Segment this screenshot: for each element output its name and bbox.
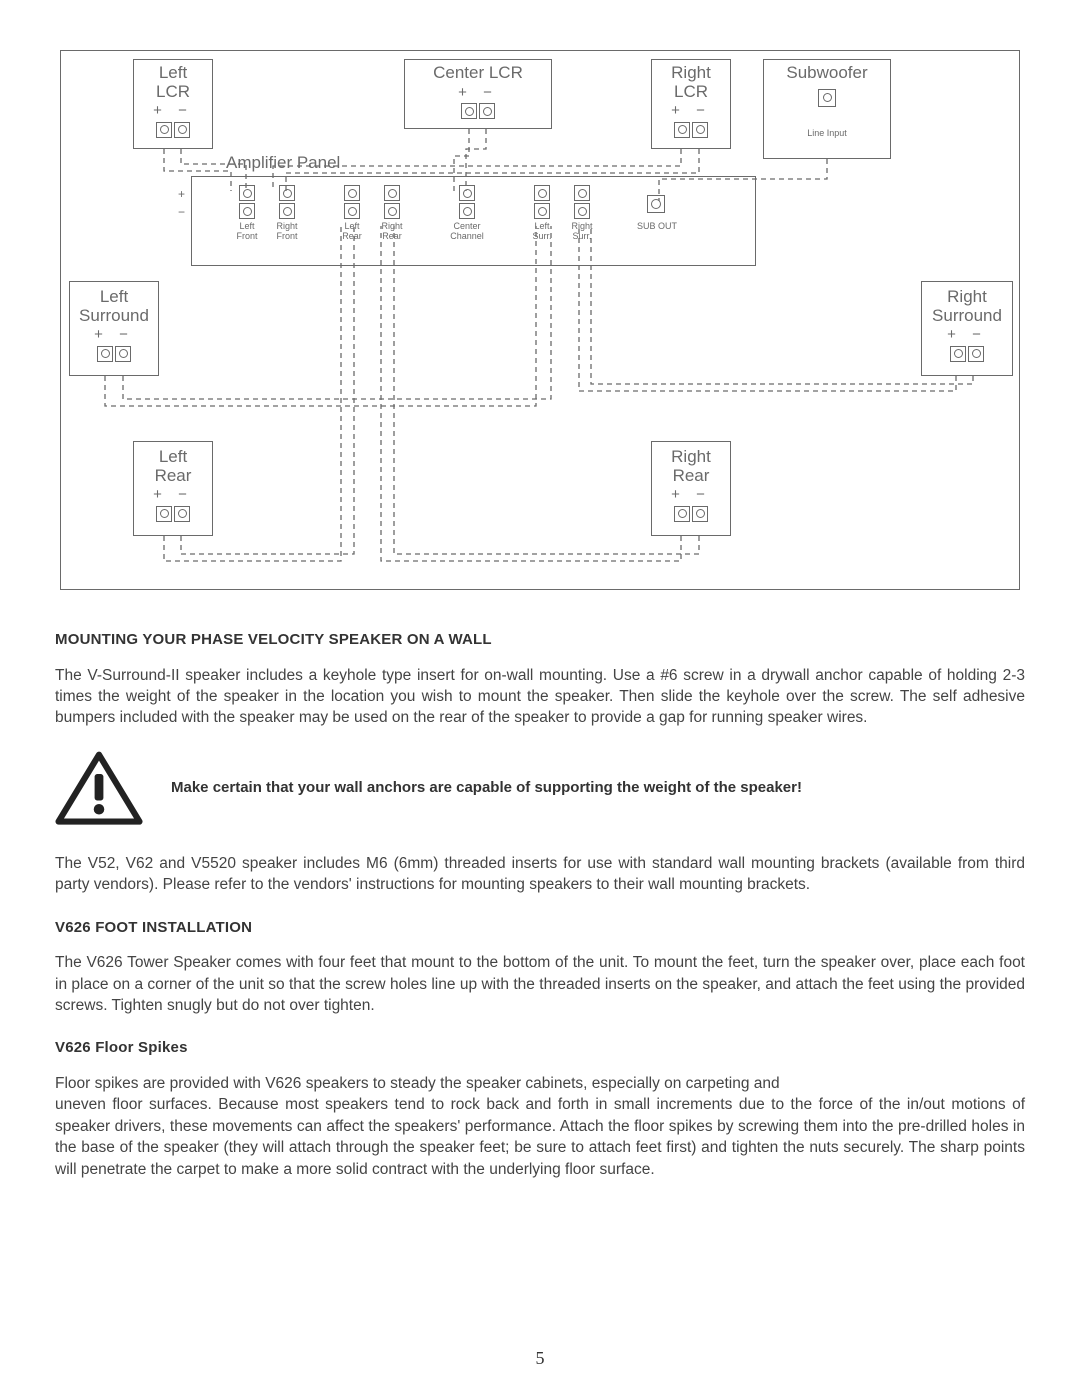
label: LCR <box>134 83 212 102</box>
speaker-right-rear: Right Rear + − <box>651 441 731 536</box>
label: Left <box>70 288 158 307</box>
polarity: + − <box>134 487 212 504</box>
amp-sub-out-label: SUB OUT <box>637 221 677 231</box>
document-body: MOUNTING YOUR PHASE VELOCITY SPEAKER ON … <box>55 630 1025 1180</box>
polarity: + − <box>405 85 551 102</box>
label: Rear <box>652 467 730 486</box>
heading-mounting: MOUNTING YOUR PHASE VELOCITY SPEAKER ON … <box>55 630 1025 651</box>
label: Surround <box>922 307 1012 326</box>
amplifier-panel: +− LeftFront RightFront LeftRear RightRe… <box>191 176 756 266</box>
para-brackets: The V52, V62 and V5520 speaker includes … <box>55 853 1025 896</box>
polarity-legend: +− <box>178 185 185 221</box>
label: Subwoofer <box>764 64 890 83</box>
label: Right <box>922 288 1012 307</box>
para-spikes-2: uneven floor surfaces. Because most spea… <box>55 1094 1025 1180</box>
polarity: + − <box>70 327 158 344</box>
label: LCR <box>652 83 730 102</box>
polarity: + − <box>922 327 1012 344</box>
speaker-left-surround: Left Surround + − <box>69 281 159 376</box>
heading-foot: V626 FOOT INSTALLATION <box>55 918 1025 939</box>
para-spikes-1: Floor spikes are provided with V626 spea… <box>55 1073 1025 1094</box>
warning-text: Make certain that your wall anchors are … <box>171 778 802 799</box>
speaker-left-lcr: Left LCR + − <box>133 59 213 149</box>
label: Right <box>652 448 730 467</box>
amp-right-front: RightFront <box>262 185 312 242</box>
speaker-center-lcr: Center LCR + − <box>404 59 552 129</box>
para-foot: The V626 Tower Speaker comes with four f… <box>55 952 1025 1016</box>
speaker-left-rear: Left Rear + − <box>133 441 213 536</box>
label: Right <box>652 64 730 83</box>
polarity: + − <box>134 103 212 120</box>
para-mounting: The V-Surround-II speaker includes a key… <box>55 665 1025 729</box>
amp-right-surr: RightSurr. <box>557 185 607 242</box>
label: Left <box>134 448 212 467</box>
amp-center: CenterChannel <box>442 185 492 242</box>
wiring-diagram: Left LCR + − Center LCR + − Right LCR + … <box>60 50 1020 590</box>
label: Rear <box>134 467 212 486</box>
speaker-subwoofer: Subwoofer Line Input <box>763 59 891 159</box>
polarity: + − <box>652 103 730 120</box>
warning-row: Make certain that your wall anchors are … <box>55 751 1025 827</box>
polarity: + − <box>652 487 730 504</box>
speaker-right-surround: Right Surround + − <box>921 281 1013 376</box>
label: Left <box>134 64 212 83</box>
heading-spikes: V626 Floor Spikes <box>55 1038 1025 1059</box>
line-input-label: Line Input <box>764 129 890 139</box>
warning-icon <box>55 751 143 827</box>
amplifier-panel-label: Amplifier Panel <box>226 153 340 173</box>
label: Surround <box>70 307 158 326</box>
speaker-right-lcr: Right LCR + − <box>651 59 731 149</box>
label: Center LCR <box>405 64 551 83</box>
amp-sub-out-port <box>647 195 665 213</box>
page-number: 5 <box>0 1348 1080 1369</box>
amp-right-rear: RightRear <box>367 185 417 242</box>
